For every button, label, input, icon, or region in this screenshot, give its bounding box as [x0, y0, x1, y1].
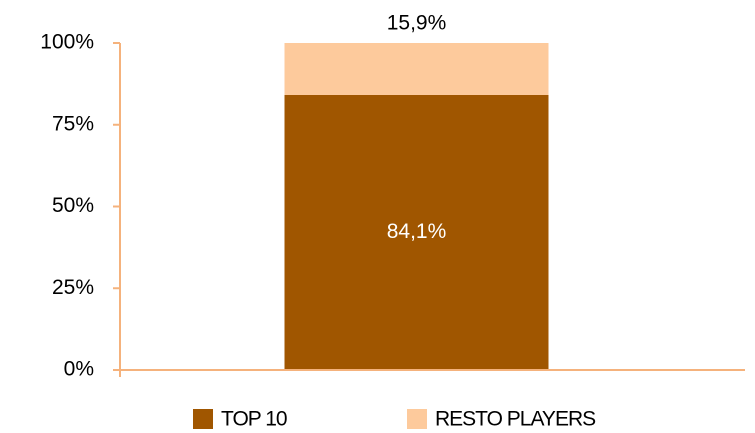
legend-swatch: [407, 409, 427, 429]
legend-label: TOP 10: [221, 408, 287, 431]
data-label: 15,9%: [387, 12, 447, 35]
bar-segment: [284, 43, 549, 95]
bar-segment: [284, 94, 549, 371]
legend-swatch: [193, 409, 213, 429]
legend-label: RESTO PLAYERS: [435, 408, 596, 431]
y-tick-label: 25%: [52, 276, 94, 299]
y-tick-label: 75%: [52, 112, 94, 135]
y-tick-label: 100%: [40, 31, 94, 54]
y-tick-label: 50%: [52, 194, 94, 217]
y-tick-label: 0%: [64, 358, 94, 381]
data-label: 84,1%: [387, 220, 447, 243]
